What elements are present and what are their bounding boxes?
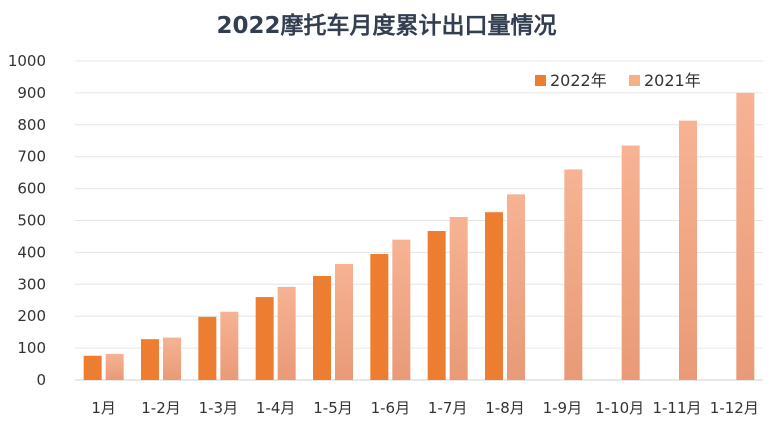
x-tick-label: 1-4月	[256, 399, 296, 417]
y-tick-label: 600	[17, 180, 46, 198]
bar-2021	[163, 337, 181, 380]
y-tick-label: 300	[17, 275, 46, 293]
bar-2022	[427, 231, 446, 380]
bar-2021	[277, 286, 296, 380]
bar-2022	[141, 339, 159, 380]
bar-2022	[255, 297, 274, 380]
y-tick-label: 0	[36, 371, 46, 389]
legend-label: 2021年	[644, 71, 701, 90]
bar-2021	[105, 353, 124, 380]
bar-2021	[507, 194, 525, 380]
x-tick-label: 1-9月	[543, 399, 583, 417]
gridlines	[75, 60, 763, 381]
legend-label: 2022年	[550, 71, 607, 90]
x-tick-label: 1-12月	[710, 399, 759, 417]
y-tick-label: 900	[17, 84, 46, 102]
x-tick-label: 1-11月	[652, 399, 701, 417]
y-tick-label: 700	[17, 148, 46, 166]
y-tick-label: 1000	[8, 52, 46, 70]
bar-2021	[564, 169, 583, 380]
bar-2021	[335, 263, 353, 380]
x-tick-label: 1-10月	[595, 399, 644, 417]
bar-2021	[621, 145, 640, 380]
y-tick-label: 400	[17, 243, 46, 261]
x-axis-ticks: 1月 1-2月 1-3月 1-4月 1-5月 1-6月 1-7月 1-8月 1-9月 1-10月 1…	[91, 399, 758, 417]
bar-2022	[313, 276, 331, 380]
chart-title: 2022摩托车月度累计出口量情况	[216, 13, 557, 39]
bar-2021	[220, 311, 239, 380]
y-axis-ticks: 0 100 200 300 400 500 600 700 800 900 1000	[8, 52, 46, 389]
bar-2022	[370, 253, 389, 380]
x-tick-label: 1-5月	[313, 399, 353, 417]
bars	[83, 92, 755, 381]
y-tick-label: 500	[17, 212, 46, 230]
x-tick-label: 1-2月	[141, 399, 181, 417]
bar-2021	[736, 92, 755, 381]
bar-2022	[198, 316, 217, 380]
bar-2022	[485, 212, 503, 380]
x-tick-label: 1-7月	[428, 399, 468, 417]
bar-2021	[679, 120, 697, 380]
legend: 2022年 2021年	[535, 71, 701, 90]
bar-2021	[392, 239, 411, 380]
x-tick-label: 1-6月	[371, 399, 411, 417]
legend-swatch	[535, 75, 546, 86]
x-tick-label: 1-3月	[199, 399, 239, 417]
x-tick-label: 1月	[91, 399, 116, 417]
bar-2022	[83, 355, 102, 380]
bar-2021	[449, 216, 468, 380]
y-tick-label: 200	[17, 307, 46, 325]
y-tick-label: 100	[17, 339, 46, 357]
legend-swatch	[629, 75, 640, 86]
y-tick-label: 800	[17, 116, 46, 134]
x-tick-label: 1-8月	[485, 399, 525, 417]
